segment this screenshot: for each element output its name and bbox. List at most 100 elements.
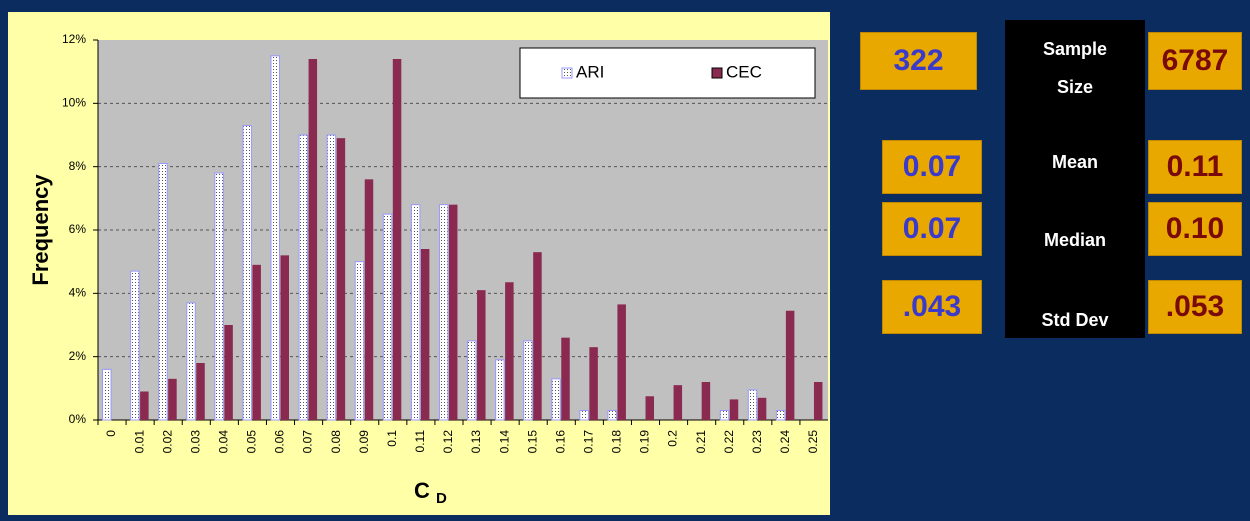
bar	[270, 55, 280, 421]
x-tick-label: 0.01	[132, 430, 146, 454]
chart: Frequency C D ARI CEC 0% 2% 4% 6% 8% 10% 12% 0 0.…	[8, 12, 830, 515]
bar	[523, 340, 533, 421]
y-tick-label: 4%	[69, 286, 87, 300]
cec-stat: 0.11	[1148, 140, 1242, 194]
x-tick-label: 0.19	[638, 430, 652, 454]
legend-swatch	[561, 67, 573, 79]
x-tick-label: 0.17	[582, 430, 596, 454]
bar	[336, 138, 346, 420]
stat-label: Sample Size	[1042, 39, 1108, 97]
x-tick-label: 0.25	[806, 430, 820, 454]
stat-label: Median	[1043, 230, 1106, 250]
bar	[392, 59, 402, 420]
y-tick-label: 8%	[69, 159, 87, 173]
bar	[785, 310, 795, 420]
legend-swatch	[711, 67, 723, 79]
x-tick-label: 0.03	[188, 430, 202, 454]
cec-stat: 6787	[1148, 32, 1242, 90]
x-tick-label: 0.07	[301, 430, 315, 454]
legend-label: ARI	[576, 62, 604, 81]
bar	[354, 261, 365, 421]
bar	[673, 385, 683, 420]
bar	[214, 172, 224, 421]
x-tick-label: 0.12	[441, 430, 455, 454]
x-tick-label: 0.02	[160, 430, 174, 454]
cec-stat: 0.10	[1148, 202, 1242, 256]
bar	[326, 134, 337, 421]
bar	[102, 368, 112, 421]
ari-stat: 322	[860, 32, 977, 90]
y-tick-label: 10%	[62, 96, 86, 110]
x-tick-label: 0.2	[666, 430, 680, 447]
legend-label: CEC	[726, 62, 762, 81]
x-tick-label: 0.21	[694, 430, 708, 454]
bar	[420, 249, 430, 420]
x-axis-label: C	[414, 478, 430, 503]
y-tick-label: 0%	[69, 412, 87, 426]
bar	[382, 213, 393, 421]
x-axis-label-sub: D	[436, 490, 447, 507]
bar	[196, 363, 205, 420]
ari-stat: 0.07	[882, 202, 982, 256]
x-tick-label: 0.11	[413, 430, 427, 453]
ari-stat: .043	[882, 280, 982, 334]
x-tick-label: 0.15	[525, 430, 539, 454]
bar	[607, 410, 617, 421]
y-tick-label: 6%	[69, 222, 87, 236]
bar	[645, 396, 654, 420]
bar	[242, 125, 252, 421]
y-axis-label: Frequency	[28, 174, 53, 286]
x-tick-label: 0.04	[217, 430, 231, 454]
x-tick-label: 0	[104, 430, 118, 437]
bar	[364, 179, 374, 420]
x-tick-label: 0.18	[610, 430, 624, 454]
y-tick-label: 2%	[69, 349, 87, 363]
x-tick-label: 0.14	[497, 430, 511, 454]
bar	[719, 410, 730, 421]
stat-label: Std Dev	[1041, 310, 1109, 330]
bar	[158, 163, 168, 421]
label-panel	[1005, 20, 1145, 338]
stat-label: Mean	[1051, 152, 1098, 172]
cec-stat: .053	[1148, 280, 1242, 334]
bar	[308, 59, 318, 420]
x-tick-label: 0.13	[469, 430, 483, 454]
x-tick-label: 0.1	[385, 430, 399, 447]
bar	[747, 389, 758, 421]
bar	[495, 359, 505, 421]
bar	[813, 382, 823, 420]
bar	[551, 378, 561, 421]
bar	[130, 270, 140, 421]
bar	[757, 397, 767, 420]
bar	[729, 399, 739, 420]
bar	[168, 378, 177, 420]
bar	[186, 302, 196, 421]
x-tick-label: 0.05	[245, 430, 259, 454]
bar	[140, 391, 149, 420]
x-tick-label: 0.16	[553, 430, 567, 454]
x-tick-label: 0.06	[273, 430, 287, 454]
bar	[533, 252, 542, 420]
x-tick-label: 0.22	[722, 430, 736, 454]
x-tick-label: 0.24	[778, 430, 792, 454]
bar	[579, 410, 589, 421]
bar	[701, 382, 711, 420]
bar	[224, 325, 233, 420]
bar	[280, 255, 289, 420]
x-tick-label: 0.09	[357, 430, 371, 454]
bar	[477, 290, 486, 420]
bar	[410, 204, 421, 421]
bar	[617, 304, 626, 420]
x-tick-label: 0.23	[750, 430, 764, 454]
bar	[252, 264, 261, 420]
bar	[589, 347, 598, 420]
bar	[561, 337, 570, 420]
bar	[467, 340, 477, 421]
bar	[298, 134, 309, 421]
bar	[505, 282, 514, 420]
x-tick-label: 0.08	[329, 430, 343, 454]
bar	[775, 410, 786, 421]
ari-stat: 0.07	[882, 140, 982, 194]
bar	[438, 204, 449, 421]
